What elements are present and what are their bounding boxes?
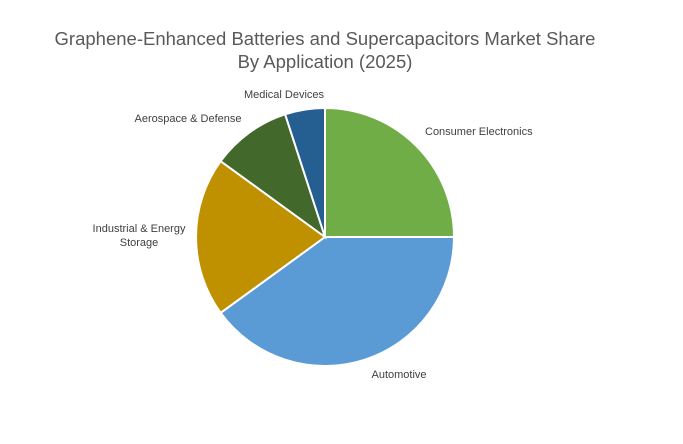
slice-label-aerospace-defense: Aerospace & Defense	[134, 113, 241, 125]
pie-slice-medical-devices	[283, 106, 326, 238]
chart-title-line-2: By Application (2025)	[237, 51, 413, 72]
slice-label-industrial-energy-storage: Industrial & Energy Storage	[93, 223, 186, 249]
chart-title-line-1: Graphene-Enhanced Batteries and Supercap…	[54, 28, 596, 49]
slice-label-consumer-electronics: Consumer Electronics	[425, 126, 533, 138]
pie-slice-automotive	[219, 236, 456, 367]
slice-label-automotive: Automotive	[371, 369, 426, 381]
chart-title: Graphene-Enhanced Batteries and Supercap…	[0, 27, 650, 73]
pie-slice-consumer-electronics	[324, 106, 456, 238]
slice-label-medical-devices: Medical Devices	[244, 89, 325, 101]
pie-slice-industrial-energy-storage	[195, 159, 327, 315]
pie-slice-aerospace-defense	[219, 113, 327, 240]
